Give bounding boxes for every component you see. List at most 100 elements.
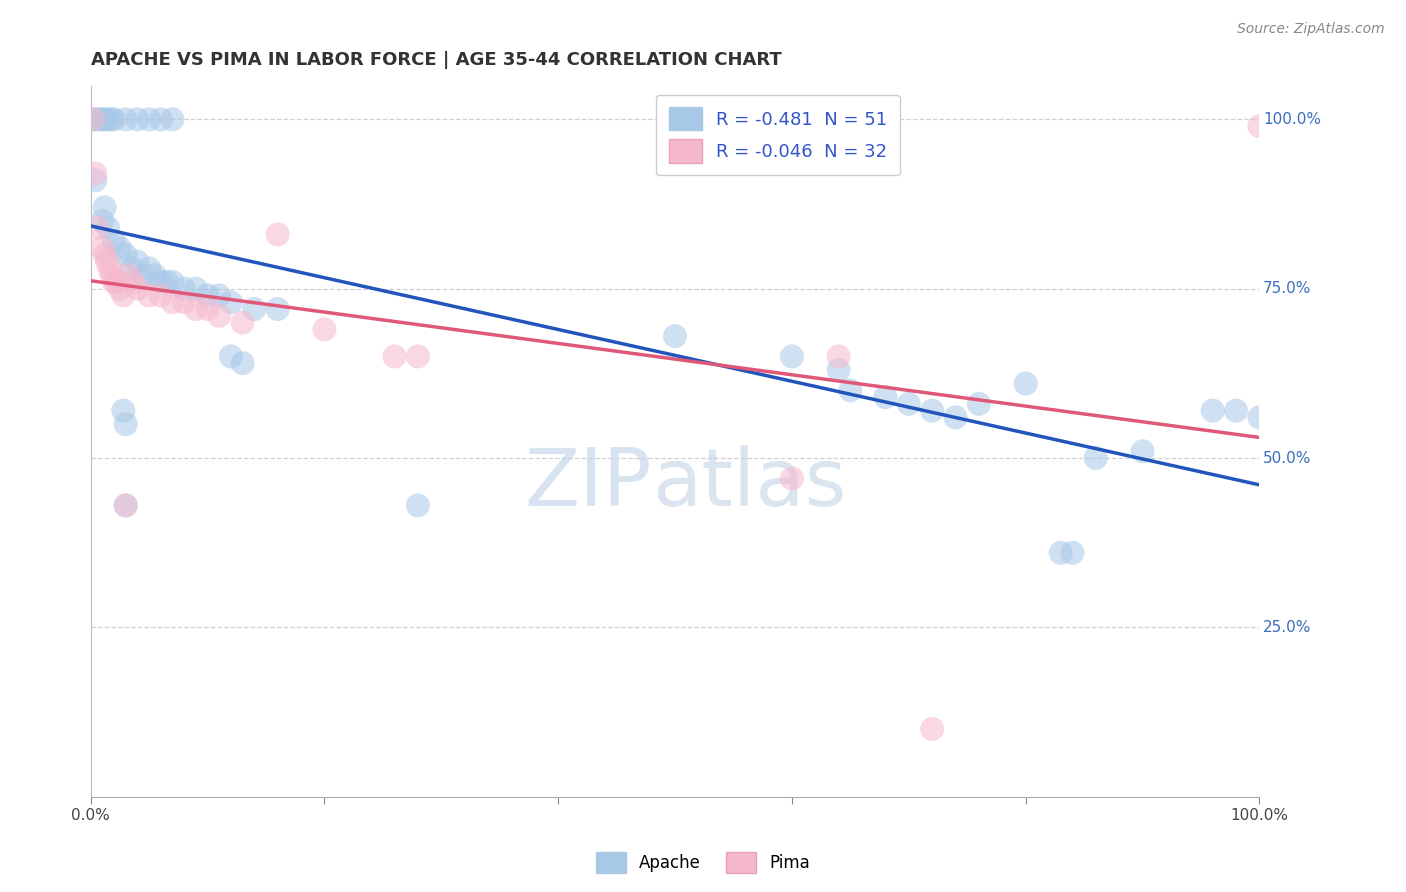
- Point: [184, 301, 207, 316]
- Point: [173, 282, 195, 296]
- Point: [100, 112, 122, 127]
- Point: [121, 261, 143, 276]
- Point: [162, 275, 184, 289]
- Point: [184, 282, 207, 296]
- Text: 25.0%: 25.0%: [1263, 620, 1312, 635]
- Point: [82, 112, 104, 127]
- Point: [127, 254, 149, 268]
- Point: [97, 112, 120, 127]
- Legend: Apache, Pima: Apache, Pima: [589, 846, 817, 880]
- Point: [1132, 444, 1154, 458]
- Point: [1249, 410, 1271, 425]
- Point: [84, 167, 107, 181]
- Point: [105, 275, 128, 289]
- Text: 100.0%: 100.0%: [1263, 112, 1322, 127]
- Point: [1084, 450, 1107, 465]
- Point: [114, 499, 136, 513]
- Point: [112, 403, 135, 417]
- Point: [827, 363, 849, 377]
- Point: [138, 261, 160, 276]
- Point: [93, 112, 115, 127]
- Point: [149, 275, 172, 289]
- Point: [162, 112, 184, 127]
- Point: [155, 275, 177, 289]
- Point: [921, 722, 943, 736]
- Point: [232, 316, 254, 330]
- Point: [208, 309, 231, 323]
- Point: [197, 301, 219, 316]
- Text: 75.0%: 75.0%: [1263, 281, 1312, 296]
- Point: [945, 410, 967, 425]
- Point: [406, 350, 429, 364]
- Point: [921, 403, 943, 417]
- Legend: R = -0.481  N = 51, R = -0.046  N = 32: R = -0.481 N = 51, R = -0.046 N = 32: [657, 95, 900, 175]
- Point: [266, 227, 288, 242]
- Point: [875, 390, 897, 404]
- Point: [664, 329, 686, 343]
- Point: [96, 254, 118, 268]
- Point: [121, 275, 143, 289]
- Point: [127, 112, 149, 127]
- Point: [114, 417, 136, 432]
- Point: [173, 295, 195, 310]
- Point: [1249, 119, 1271, 133]
- Point: [108, 241, 131, 255]
- Point: [86, 112, 108, 127]
- Point: [82, 112, 104, 127]
- Point: [967, 397, 990, 411]
- Point: [103, 235, 125, 249]
- Point: [117, 268, 139, 282]
- Point: [149, 288, 172, 302]
- Point: [143, 268, 166, 282]
- Point: [208, 288, 231, 302]
- Point: [91, 214, 114, 228]
- Point: [266, 301, 288, 316]
- Point: [197, 288, 219, 302]
- Point: [114, 112, 136, 127]
- Point: [89, 112, 111, 127]
- Point: [162, 295, 184, 310]
- Point: [219, 350, 242, 364]
- Point: [1225, 403, 1247, 417]
- Point: [839, 384, 862, 398]
- Point: [93, 248, 115, 262]
- Point: [84, 173, 107, 187]
- Point: [86, 220, 108, 235]
- Point: [103, 275, 125, 289]
- Point: [114, 499, 136, 513]
- Point: [243, 301, 266, 316]
- Text: APACHE VS PIMA IN LABOR FORCE | AGE 35-44 CORRELATION CHART: APACHE VS PIMA IN LABOR FORCE | AGE 35-4…: [90, 51, 782, 69]
- Point: [232, 356, 254, 370]
- Point: [132, 268, 155, 282]
- Point: [1202, 403, 1225, 417]
- Point: [780, 471, 803, 485]
- Point: [127, 282, 149, 296]
- Point: [138, 112, 160, 127]
- Point: [897, 397, 920, 411]
- Point: [108, 282, 131, 296]
- Point: [93, 201, 115, 215]
- Point: [384, 350, 406, 364]
- Point: [406, 499, 429, 513]
- Point: [97, 220, 120, 235]
- Point: [91, 241, 114, 255]
- Point: [780, 350, 803, 364]
- Point: [114, 248, 136, 262]
- Point: [149, 112, 172, 127]
- Text: 50.0%: 50.0%: [1263, 450, 1312, 466]
- Point: [827, 350, 849, 364]
- Point: [1049, 546, 1071, 560]
- Point: [314, 322, 336, 336]
- Point: [1062, 546, 1084, 560]
- Point: [103, 112, 125, 127]
- Point: [91, 112, 114, 127]
- Point: [98, 261, 121, 276]
- Point: [112, 288, 135, 302]
- Point: [219, 295, 242, 310]
- Text: Source: ZipAtlas.com: Source: ZipAtlas.com: [1237, 22, 1385, 37]
- Point: [138, 288, 160, 302]
- Point: [1014, 376, 1036, 391]
- Text: atlas: atlas: [651, 445, 846, 523]
- Point: [100, 268, 122, 282]
- Text: ZIP: ZIP: [524, 445, 651, 523]
